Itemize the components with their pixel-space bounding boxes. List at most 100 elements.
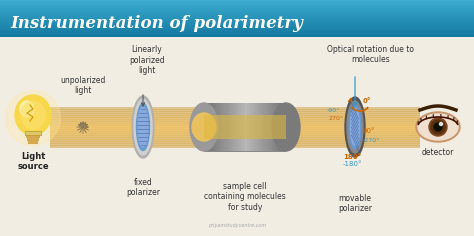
Ellipse shape [345, 97, 365, 157]
Bar [204, 138, 286, 139]
Bar [278, 103, 280, 151]
Bar [204, 143, 286, 144]
Bar [204, 128, 286, 130]
Bar [0, 24, 474, 26]
Ellipse shape [192, 113, 216, 141]
Bar [50, 139, 420, 142]
Bar [50, 121, 420, 123]
Bar [204, 150, 286, 152]
Bar [50, 129, 420, 131]
Bar [204, 146, 286, 148]
Bar [0, 12, 474, 14]
Bar [204, 148, 286, 149]
Bar [204, 117, 286, 119]
Bar [204, 104, 286, 106]
Ellipse shape [439, 122, 443, 126]
Bar [50, 113, 420, 115]
Bar [0, 14, 474, 16]
Bar [0, 29, 474, 30]
Bar [50, 137, 420, 139]
Bar [0, 10, 474, 11]
Bar [50, 127, 420, 130]
Bar [50, 131, 420, 134]
Bar [0, 31, 474, 33]
Ellipse shape [132, 96, 154, 158]
Bar [219, 103, 221, 151]
Text: priyamstudycentre.com: priyamstudycentre.com [208, 223, 266, 228]
Ellipse shape [137, 104, 149, 151]
Bar [50, 107, 420, 110]
Ellipse shape [429, 118, 447, 136]
Bar [0, 0, 474, 2]
Text: -180°: -180° [342, 161, 362, 167]
Bar [204, 108, 286, 110]
Bar [0, 4, 474, 5]
Bar [204, 123, 286, 125]
Bar [204, 129, 286, 131]
Bar [255, 103, 258, 151]
Bar [243, 103, 246, 151]
Text: detector: detector [422, 148, 454, 157]
Bar [0, 8, 474, 10]
Bar [204, 141, 286, 143]
Bar [210, 103, 213, 151]
Bar [282, 103, 284, 151]
Bar [0, 13, 474, 15]
Bar [257, 103, 260, 151]
Bar [50, 143, 420, 146]
Ellipse shape [272, 103, 300, 151]
Bar [50, 119, 420, 122]
Bar [0, 11, 474, 13]
Text: Light
source: Light source [17, 152, 49, 171]
Bar [204, 110, 286, 112]
Bar [247, 103, 250, 151]
Text: 0°: 0° [363, 98, 371, 104]
Bar [0, 26, 474, 28]
Bar [204, 127, 286, 129]
Bar [267, 103, 270, 151]
Bar [50, 133, 420, 135]
Bar [26, 135, 40, 138]
Bar [204, 125, 286, 126]
Bar [0, 18, 474, 20]
Bar [276, 103, 278, 151]
Ellipse shape [190, 103, 218, 151]
Bar [50, 123, 420, 126]
Bar [0, 35, 474, 37]
Text: 180°: 180° [343, 154, 361, 160]
Bar [204, 113, 286, 114]
Bar [204, 107, 286, 108]
Bar [0, 25, 474, 27]
Bar [264, 103, 266, 151]
Bar [204, 103, 207, 151]
Bar [212, 103, 215, 151]
Bar [233, 103, 235, 151]
Ellipse shape [350, 109, 359, 146]
Text: Optical rotation due to
molecules: Optical rotation due to molecules [328, 45, 414, 64]
Bar [273, 103, 276, 151]
Bar [0, 7, 474, 9]
Bar [204, 119, 286, 120]
Bar [204, 115, 286, 139]
Bar [216, 103, 219, 151]
Bar [0, 1, 474, 3]
Bar [204, 120, 286, 122]
Bar [231, 103, 233, 151]
Bar [245, 103, 247, 151]
Bar [50, 145, 420, 148]
Bar [235, 103, 237, 151]
Ellipse shape [6, 90, 61, 146]
Bar [222, 103, 225, 151]
Bar [25, 131, 41, 135]
Bar [0, 20, 474, 22]
Bar [50, 109, 420, 111]
Text: fixed
polarizer: fixed polarizer [126, 178, 160, 197]
Bar [204, 145, 286, 147]
Bar [0, 30, 474, 32]
Bar [204, 144, 286, 146]
Bar [204, 115, 286, 117]
Bar [0, 2, 474, 4]
Bar [27, 138, 39, 140]
Ellipse shape [138, 107, 148, 147]
Bar [0, 17, 474, 18]
